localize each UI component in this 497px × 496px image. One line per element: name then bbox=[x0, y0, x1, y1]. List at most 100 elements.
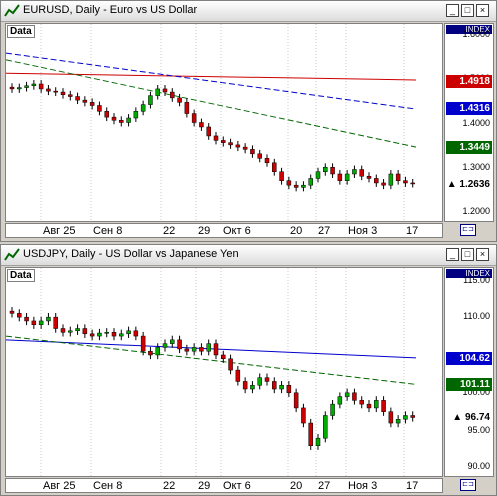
close-button[interactable]: × bbox=[476, 248, 489, 261]
candle bbox=[119, 116, 124, 127]
candle bbox=[374, 396, 379, 413]
candle bbox=[221, 350, 226, 363]
moving-average-line bbox=[6, 335, 417, 385]
candle bbox=[235, 365, 241, 386]
candle bbox=[213, 339, 219, 360]
candle bbox=[68, 326, 73, 337]
candle bbox=[381, 396, 386, 416]
candle bbox=[264, 154, 270, 167]
candle bbox=[104, 107, 109, 122]
candle bbox=[279, 167, 284, 185]
candle bbox=[119, 329, 124, 341]
candle bbox=[199, 118, 204, 131]
candle bbox=[199, 343, 204, 356]
candle bbox=[89, 329, 95, 341]
moving-average-line bbox=[6, 59, 417, 148]
date-tick-label: 29 bbox=[198, 480, 211, 492]
candle bbox=[352, 165, 357, 178]
candle bbox=[403, 411, 408, 424]
candle bbox=[293, 388, 299, 413]
minimize-button[interactable]: _ bbox=[446, 4, 459, 17]
candle bbox=[213, 131, 219, 145]
candle bbox=[177, 335, 182, 354]
candle bbox=[111, 113, 117, 125]
usdjpy-price-axis: INDEX 115.00 110.00 100.00 95.00 90.00 104.62… bbox=[444, 267, 494, 477]
candle bbox=[264, 373, 270, 386]
last-price-badge: ▲ 1.2636 bbox=[446, 177, 492, 191]
data-label: Data bbox=[7, 269, 35, 282]
candle bbox=[126, 326, 131, 338]
candle bbox=[46, 84, 51, 96]
minimize-button[interactable]: _ bbox=[446, 248, 459, 261]
scale-toggle-button[interactable]: ⊏⊐ bbox=[460, 224, 476, 236]
candle bbox=[206, 339, 211, 356]
date-tick-label: Окт 6 bbox=[223, 480, 251, 492]
date-tick-label: Окт 6 bbox=[223, 225, 251, 237]
candle bbox=[344, 388, 350, 401]
maximize-button[interactable]: □ bbox=[461, 248, 474, 261]
candle bbox=[68, 90, 73, 101]
candle bbox=[315, 167, 321, 183]
maximize-button[interactable]: □ bbox=[461, 4, 474, 17]
date-tick-label: 17 bbox=[406, 480, 419, 492]
price-tick-label: 1.2000 bbox=[462, 206, 490, 216]
date-tick-label: Авг 25 bbox=[43, 480, 76, 492]
eurusd-price-axis: INDEX 1.60001.50001.40001.30001.20001.49… bbox=[444, 23, 494, 222]
candle bbox=[228, 138, 233, 149]
date-tick-label: 17 bbox=[406, 225, 419, 237]
candle bbox=[315, 434, 321, 450]
candle bbox=[272, 377, 277, 394]
candle bbox=[133, 326, 139, 341]
candle bbox=[111, 328, 117, 341]
candle bbox=[53, 87, 58, 96]
candle bbox=[374, 174, 379, 187]
candle bbox=[250, 381, 255, 394]
last-price-badge: ▲ 96.74 bbox=[446, 411, 492, 425]
chart-logo-icon bbox=[4, 4, 20, 17]
eurusd-chart-window: EURUSD, Daily - Euro vs US Dollar _ □ × … bbox=[0, 0, 497, 242]
date-tick-label: 22 bbox=[163, 225, 176, 237]
candle bbox=[38, 316, 44, 329]
candle bbox=[257, 149, 262, 163]
candle bbox=[9, 306, 15, 318]
candle bbox=[235, 140, 241, 152]
candle bbox=[388, 170, 394, 190]
close-button[interactable]: × bbox=[476, 4, 489, 17]
indicator-value-badge: 1.4316 bbox=[446, 102, 492, 116]
moving-average-line bbox=[6, 339, 417, 359]
candle bbox=[162, 84, 168, 96]
candle bbox=[330, 399, 335, 420]
candle bbox=[388, 407, 394, 428]
date-tick-label: 29 bbox=[198, 225, 211, 237]
candle bbox=[301, 181, 306, 192]
chart-logo-icon bbox=[4, 248, 20, 261]
candle bbox=[337, 170, 343, 185]
candle bbox=[148, 347, 153, 360]
candle bbox=[395, 415, 401, 428]
candle bbox=[31, 80, 37, 90]
candle bbox=[104, 328, 109, 338]
date-tick-label: Ноя 3 bbox=[348, 480, 378, 492]
scale-toggle-button[interactable]: ⊏⊐ bbox=[460, 479, 476, 491]
index-badge: INDEX bbox=[446, 269, 492, 278]
candle bbox=[301, 403, 306, 428]
date-tick-label: Сен 8 bbox=[93, 480, 123, 492]
candle bbox=[410, 411, 415, 422]
usdjpy-plot-area[interactable]: Data bbox=[5, 267, 443, 477]
candle bbox=[17, 309, 22, 322]
eurusd-plot-area[interactable]: Data bbox=[5, 23, 443, 222]
candle bbox=[46, 313, 51, 326]
candle bbox=[126, 114, 131, 127]
usdjpy-titlebar[interactable]: USDJPY, Daily - US Dollar vs Japanese Ye… bbox=[1, 245, 496, 266]
candle bbox=[359, 165, 364, 181]
candle bbox=[170, 88, 175, 102]
candle bbox=[97, 328, 102, 341]
candle bbox=[140, 100, 146, 116]
candle bbox=[250, 145, 255, 158]
candle bbox=[323, 163, 328, 176]
eurusd-titlebar[interactable]: EURUSD, Daily - Euro vs US Dollar _ □ × bbox=[1, 1, 496, 22]
candle bbox=[257, 373, 262, 390]
price-tick-label: 95.00 bbox=[467, 425, 490, 435]
candle bbox=[191, 343, 197, 356]
candle bbox=[133, 107, 139, 122]
